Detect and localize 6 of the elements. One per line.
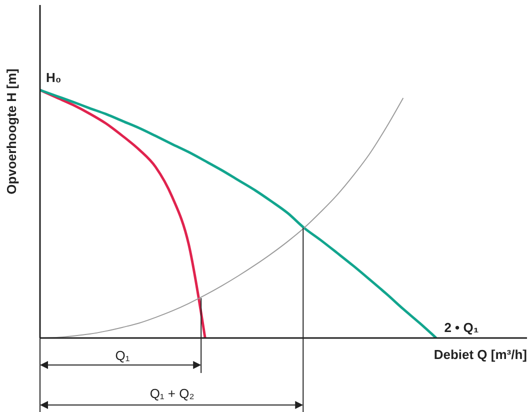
text: Q₁ + Q₂ bbox=[150, 386, 194, 401]
x-axis-title: Debiet Q [m³/h] bbox=[434, 347, 527, 362]
text: H₀ bbox=[46, 70, 62, 86]
series-label: 2 • Q₁ bbox=[444, 320, 479, 335]
text: Q₁ bbox=[115, 348, 130, 363]
y-axis-title: Opvoerhoogte H [m] bbox=[4, 68, 19, 194]
